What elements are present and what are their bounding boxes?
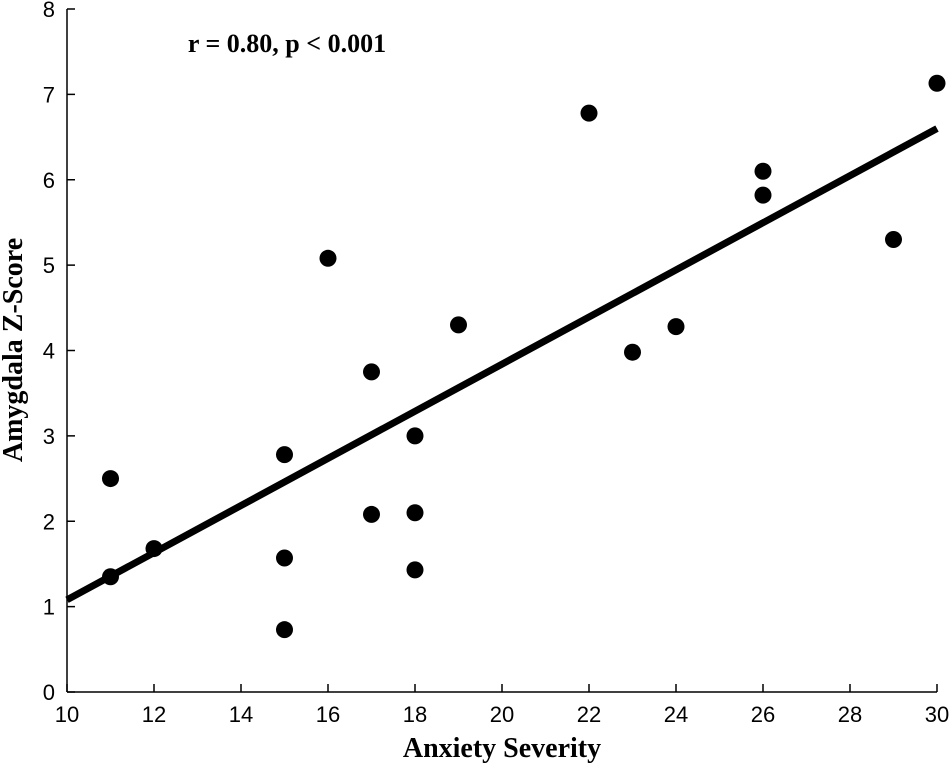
data-point: [145, 540, 163, 558]
y-axis-label: Amygdala Z-Score: [0, 238, 29, 462]
data-point: [885, 231, 902, 249]
y-tick-label: 2: [43, 509, 55, 534]
x-tick-label: 12: [142, 702, 166, 727]
data-point: [754, 162, 772, 180]
x-tick-label: 14: [229, 702, 253, 727]
data-point: [319, 249, 337, 267]
data-point: [276, 549, 293, 567]
data-point: [450, 316, 467, 334]
fit-line: [65, 125, 939, 603]
data-point: [363, 505, 380, 523]
data-point: [406, 561, 424, 579]
data-point: [580, 104, 598, 122]
data-point: [406, 504, 424, 522]
data-point: [667, 318, 685, 336]
data-point: [102, 568, 119, 586]
x-tick-label: 22: [577, 702, 601, 727]
data-point: [276, 446, 293, 464]
x-tick-label: 24: [664, 702, 688, 727]
data-point: [754, 186, 772, 204]
y-tick-label: 6: [43, 168, 55, 193]
data-point: [406, 427, 424, 445]
x-axis-label: Anxiety Severity: [403, 733, 601, 764]
x-tick-label: 28: [838, 702, 862, 727]
x-tick-label: 16: [316, 702, 340, 727]
y-tick-label: 0: [43, 680, 55, 705]
data-point: [276, 621, 293, 639]
x-tick-label: 10: [55, 702, 79, 727]
y-tick-label: 5: [43, 253, 55, 278]
data-point: [928, 74, 946, 92]
x-tick-label: 30: [925, 702, 949, 727]
annotation: r = 0.80, p < 0.001: [188, 29, 386, 58]
y-tick-label: 1: [43, 595, 55, 620]
data-point: [102, 470, 119, 488]
x-tick-label: 26: [751, 702, 775, 727]
y-tick-label: 7: [43, 82, 55, 107]
y-tick-label: 8: [43, 0, 55, 22]
y-tick-label: 3: [43, 424, 55, 449]
x-tick-label: 18: [403, 702, 427, 727]
data-point: [363, 363, 380, 381]
x-tick-label: 20: [490, 702, 514, 727]
data-point: [624, 343, 641, 361]
y-tick-label: 4: [43, 339, 55, 364]
